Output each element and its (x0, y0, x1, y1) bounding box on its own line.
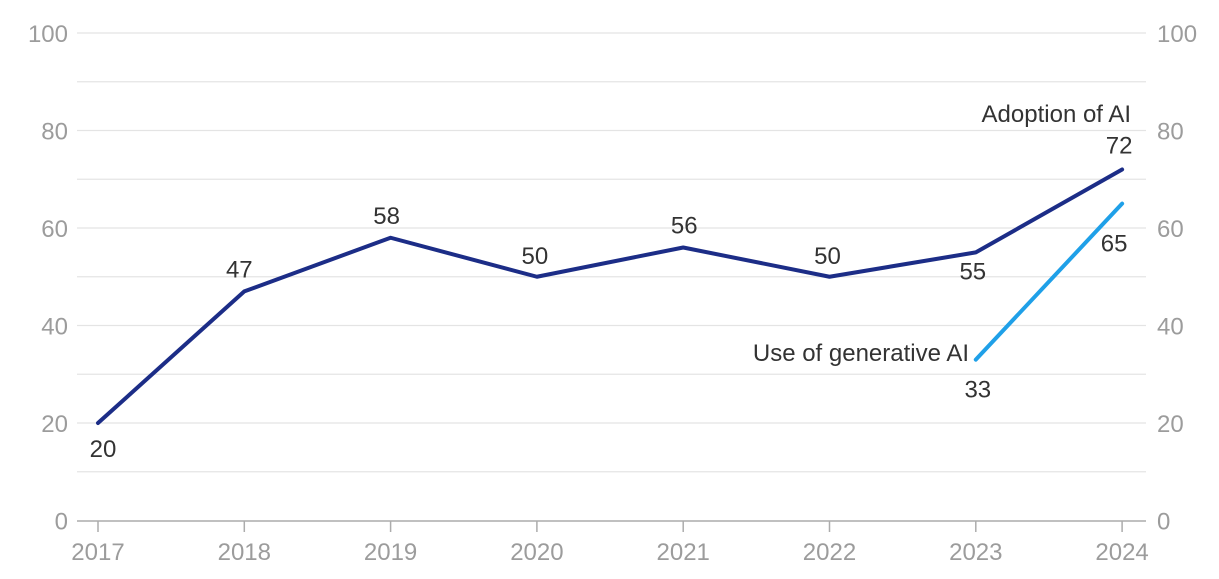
y-tick-label-right: 0 (1157, 509, 1170, 536)
data-label: 50 (814, 243, 841, 270)
x-tick-label: 2017 (71, 539, 124, 566)
series-line-adoption-of-ai (96, 167, 1125, 425)
data-label: 47 (226, 256, 253, 283)
data-label: 72 (1106, 133, 1133, 160)
data-label: 65 (1101, 231, 1128, 258)
y-tick-label-right: 80 (1157, 119, 1184, 146)
y-tick-label-right: 20 (1157, 411, 1184, 438)
series-annotation: Adoption of AI (982, 101, 1131, 128)
y-tick-label-left: 40 (41, 314, 68, 341)
data-label: 55 (959, 258, 986, 285)
series-line-use-of-generative-ai (973, 201, 1125, 362)
y-tick-label-right: 60 (1157, 216, 1184, 243)
data-label: 20 (90, 436, 117, 463)
data-label: 50 (522, 243, 549, 270)
x-tick-label: 2022 (803, 539, 856, 566)
x-tick-label: 2020 (510, 539, 563, 566)
data-label: 56 (671, 213, 698, 240)
x-tick-label: 2021 (657, 539, 710, 566)
x-tick-label: 2018 (218, 539, 271, 566)
series-annotation: Use of generative AI (753, 340, 969, 367)
data-label: 33 (964, 377, 991, 404)
y-tick-label-right: 100 (1157, 21, 1197, 48)
x-tick-label: 2019 (364, 539, 417, 566)
y-tick-label-right: 40 (1157, 314, 1184, 341)
y-tick-label-left: 20 (41, 411, 68, 438)
x-tick-label: 2023 (949, 539, 1002, 566)
y-tick-label-left: 80 (41, 119, 68, 146)
y-tick-label-left: 100 (28, 21, 68, 48)
x-tick-label: 2024 (1095, 539, 1148, 566)
y-tick-label-left: 60 (41, 216, 68, 243)
y-tick-label-left: 0 (55, 509, 68, 536)
data-label: 58 (373, 203, 400, 230)
